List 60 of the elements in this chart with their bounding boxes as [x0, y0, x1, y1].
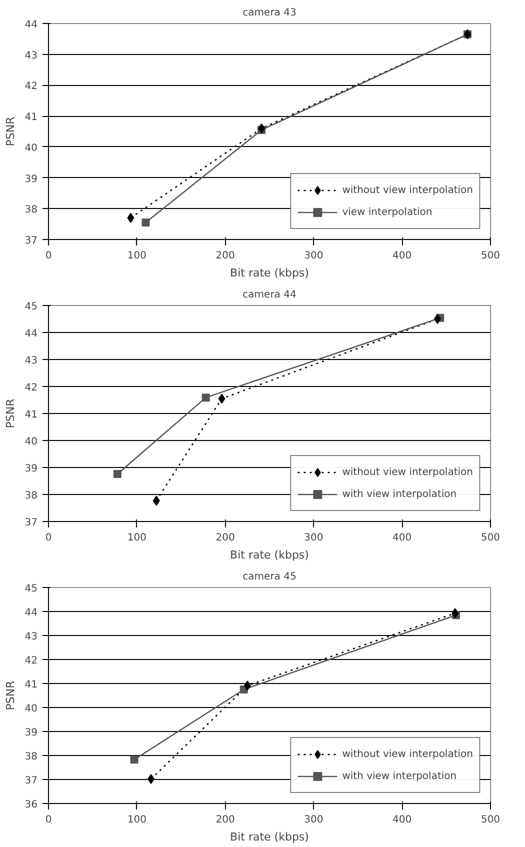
x-tick-label: 200 — [216, 250, 235, 262]
y-tick-label: 38 — [24, 204, 38, 216]
y-tick-label: 40 — [24, 704, 38, 714]
legend-label: without view interpolation — [342, 748, 473, 760]
y-tick-label: 39 — [24, 464, 38, 474]
y-tick-label: 41 — [24, 112, 38, 124]
x-tick-label: 300 — [304, 250, 324, 262]
x-tick-label: 400 — [392, 814, 412, 826]
chart-title: camera 43 — [242, 8, 296, 18]
legend-label: without view interpolation — [342, 466, 473, 478]
y-tick-label: 45 — [24, 584, 38, 594]
y-tick-label: 44 — [24, 608, 38, 618]
y-tick-label: 40 — [24, 142, 38, 154]
x-tick-label: 400 — [392, 250, 412, 262]
x-tick-label: 200 — [216, 814, 235, 826]
x-tick-label: 300 — [304, 814, 324, 826]
y-axis-title: PSNR — [4, 398, 17, 428]
y-tick-label: 43 — [24, 50, 38, 62]
y-tick-label: 41 — [24, 410, 38, 420]
x-tick-label: 0 — [45, 814, 52, 826]
chart-title: camera 44 — [242, 290, 296, 300]
legend-label: view interpolation — [342, 206, 432, 218]
y-tick-label: 44 — [24, 328, 38, 340]
y-axis-title: PSNR — [4, 680, 17, 710]
y-tick-label: 37 — [24, 776, 38, 786]
y-tick-label: 43 — [24, 632, 38, 642]
chart-title: camera 45 — [242, 572, 296, 582]
y-tick-label: 38 — [24, 490, 38, 502]
y-tick-label: 42 — [24, 656, 38, 666]
x-tick-label: 500 — [480, 814, 500, 826]
x-tick-label: 400 — [392, 532, 412, 544]
y-axis-title: PSNR — [4, 116, 17, 146]
x-tick-label: 200 — [216, 532, 235, 544]
y-tick-label: 37 — [24, 518, 38, 528]
x-tick-label: 0 — [45, 250, 52, 262]
x-tick-label: 100 — [127, 814, 146, 826]
y-tick-label: 37 — [24, 236, 38, 246]
y-tick-label: 45 — [24, 302, 38, 312]
x-tick-label: 100 — [127, 250, 146, 262]
x-tick-label: 0 — [45, 532, 52, 544]
x-tick-label: 300 — [304, 532, 324, 544]
x-tick-label: 100 — [127, 532, 146, 544]
x-axis-title: Bit rate (kbps) — [230, 266, 309, 280]
y-tick-label: 39 — [24, 728, 38, 738]
y-tick-label: 41 — [24, 680, 38, 690]
y-tick-label: 38 — [24, 752, 38, 762]
y-tick-label: 43 — [24, 356, 38, 366]
x-tick-label: 500 — [480, 250, 500, 262]
x-axis-title: Bit rate (kbps) — [230, 548, 309, 562]
legend-label: without view interpolation — [342, 184, 473, 196]
y-tick-label: 42 — [24, 81, 38, 92]
y-tick-label: 36 — [24, 800, 38, 810]
y-tick-label: 42 — [24, 382, 38, 394]
legend-label: with view interpolation — [342, 770, 457, 782]
x-axis-title: Bit rate (kbps) — [230, 830, 309, 844]
y-tick-label: 39 — [24, 174, 38, 185]
y-tick-label: 44 — [24, 20, 38, 30]
legend-label: with view interpolation — [342, 488, 457, 500]
x-tick-label: 500 — [480, 532, 500, 544]
y-tick-label: 40 — [24, 436, 38, 448]
